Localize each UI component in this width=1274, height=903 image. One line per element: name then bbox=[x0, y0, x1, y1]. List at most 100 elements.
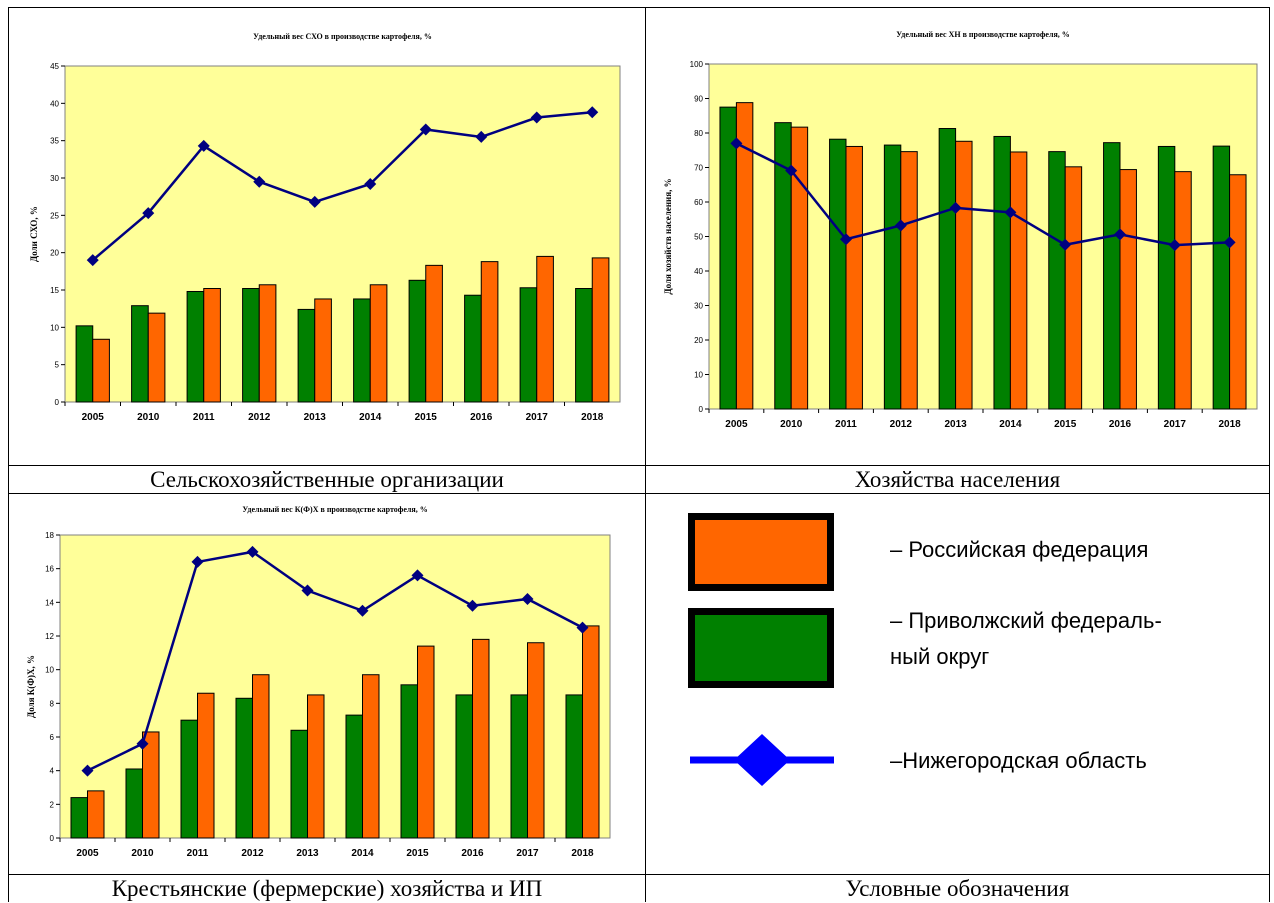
x-tick-label: 2012 bbox=[890, 419, 913, 430]
x-tick-label: 2017 bbox=[1164, 419, 1187, 430]
bar-volga bbox=[510, 694, 528, 839]
point-nizhny bbox=[308, 195, 321, 208]
chart-farm-enterprises: Удельный вес К(Ф)Х в производстве картоф… bbox=[26, 505, 611, 859]
y-tick-label: 20 bbox=[694, 336, 703, 345]
y-tick-label: 4 bbox=[50, 767, 55, 776]
legend-line-marker-nizhny bbox=[690, 734, 834, 786]
point-nizhny bbox=[894, 219, 907, 232]
point-nizhny bbox=[1223, 236, 1236, 249]
point-nizhny bbox=[411, 569, 424, 582]
bar-russia bbox=[87, 790, 105, 839]
bar-russia bbox=[92, 338, 110, 403]
y-tick-label: 15 bbox=[50, 286, 59, 295]
x-tick-label: 2005 bbox=[82, 412, 105, 423]
point-nizhny bbox=[840, 233, 852, 246]
bar-russia bbox=[1174, 171, 1192, 410]
table-divider-vertical bbox=[645, 7, 646, 902]
bar-volga bbox=[70, 797, 88, 839]
bar-volga bbox=[75, 325, 94, 403]
bar-russia bbox=[472, 638, 490, 839]
chart-households: Удельный вес ХН в производстве картофеля… bbox=[663, 30, 1258, 430]
x-tick-label: 2017 bbox=[526, 412, 549, 423]
point-nizhny bbox=[142, 207, 155, 220]
point-nizhny bbox=[364, 177, 377, 190]
y-tick-label: 40 bbox=[50, 99, 59, 108]
bar-volga bbox=[565, 694, 583, 839]
x-tick-label: 2015 bbox=[1054, 419, 1077, 430]
bar-russia bbox=[527, 642, 545, 839]
point-nizhny bbox=[86, 254, 99, 267]
bar-russia bbox=[197, 692, 215, 839]
bar-russia bbox=[582, 625, 600, 839]
bar-russia bbox=[147, 312, 166, 403]
bar-volga bbox=[829, 138, 847, 410]
bar-russia bbox=[536, 255, 554, 403]
x-tick-label: 2014 bbox=[359, 412, 382, 423]
x-tick-label: 2011 bbox=[835, 419, 857, 430]
point-nizhny bbox=[530, 111, 543, 124]
y-tick-label: 5 bbox=[55, 361, 60, 370]
y-tick-label: 14 bbox=[45, 598, 54, 607]
bar-volga bbox=[719, 106, 737, 410]
bar-volga bbox=[1212, 145, 1231, 410]
bar-volga bbox=[290, 729, 308, 839]
bar-volga bbox=[131, 305, 149, 403]
point-nizhny bbox=[576, 621, 589, 634]
bar-russia bbox=[1119, 169, 1137, 410]
bar-russia bbox=[480, 261, 499, 403]
bar-volga bbox=[575, 288, 593, 403]
bar-volga bbox=[455, 694, 473, 839]
legend-diamond-icon bbox=[734, 734, 790, 786]
chart-agricultural-organizations: Удельный вес СХО в производстве картофел… bbox=[29, 32, 621, 423]
x-tick-label: 2012 bbox=[248, 412, 271, 423]
x-tick-label: 2018 bbox=[581, 412, 604, 423]
x-tick-label: 2005 bbox=[725, 419, 748, 430]
y-tick-label: 0 bbox=[55, 398, 60, 407]
table-divider-row1-bottom bbox=[8, 493, 1270, 494]
point-nizhny bbox=[419, 123, 432, 136]
y-tick-label: 2 bbox=[50, 800, 55, 809]
y-tick-label: 60 bbox=[694, 198, 703, 207]
y-tick-label: 16 bbox=[45, 565, 54, 574]
y-tick-label: 6 bbox=[50, 733, 55, 742]
bar-volga bbox=[883, 144, 902, 410]
bar-volga bbox=[186, 290, 205, 403]
x-tick-label: 2012 bbox=[241, 848, 264, 859]
point-nizhny bbox=[356, 604, 369, 617]
bar-russia bbox=[900, 151, 918, 410]
y-tick-label: 25 bbox=[50, 211, 59, 220]
legend-swatch-russia bbox=[688, 513, 834, 591]
x-tick-label: 2013 bbox=[304, 412, 327, 423]
bar-volga bbox=[464, 294, 482, 403]
bar-volga bbox=[345, 714, 363, 839]
bar-volga bbox=[125, 768, 143, 839]
bar-volga bbox=[180, 719, 198, 839]
bar-russia bbox=[417, 645, 435, 839]
x-tick-label: 2016 bbox=[461, 848, 484, 859]
chart-title: Удельный вес ХН в производстве картофеля… bbox=[896, 30, 1070, 39]
point-nizhny bbox=[475, 130, 488, 143]
bar-russia bbox=[203, 288, 221, 403]
bar-russia bbox=[252, 674, 270, 839]
y-tick-label: 70 bbox=[694, 164, 703, 173]
bar-volga bbox=[242, 288, 260, 403]
point-nizhny bbox=[785, 164, 798, 177]
point-nizhny bbox=[246, 545, 259, 558]
point-nizhny bbox=[949, 201, 962, 214]
caption-households: Хозяйства населения bbox=[854, 467, 1061, 492]
bar-russia bbox=[1009, 151, 1028, 410]
point-nizhny bbox=[197, 139, 210, 152]
x-tick-label: 2013 bbox=[944, 419, 967, 430]
legend-label-volga-line1: – Приволжский федераль- bbox=[890, 608, 1162, 633]
legend-swatch-volga bbox=[688, 608, 834, 688]
point-nizhny bbox=[730, 137, 743, 150]
chart-title: Удельный вес СХО в производстве картофел… bbox=[253, 32, 432, 41]
x-tick-label: 2017 bbox=[516, 848, 539, 859]
legend-label-russia: – Российская федерация bbox=[890, 537, 1149, 562]
point-nizhny bbox=[1114, 228, 1126, 241]
y-tick-label: 40 bbox=[694, 267, 703, 276]
bar-russia bbox=[955, 140, 973, 410]
y-tick-label: 90 bbox=[694, 95, 703, 104]
table-divider-row1-top bbox=[8, 465, 1270, 466]
y-axis-label: Доли СХО, % bbox=[29, 206, 39, 262]
